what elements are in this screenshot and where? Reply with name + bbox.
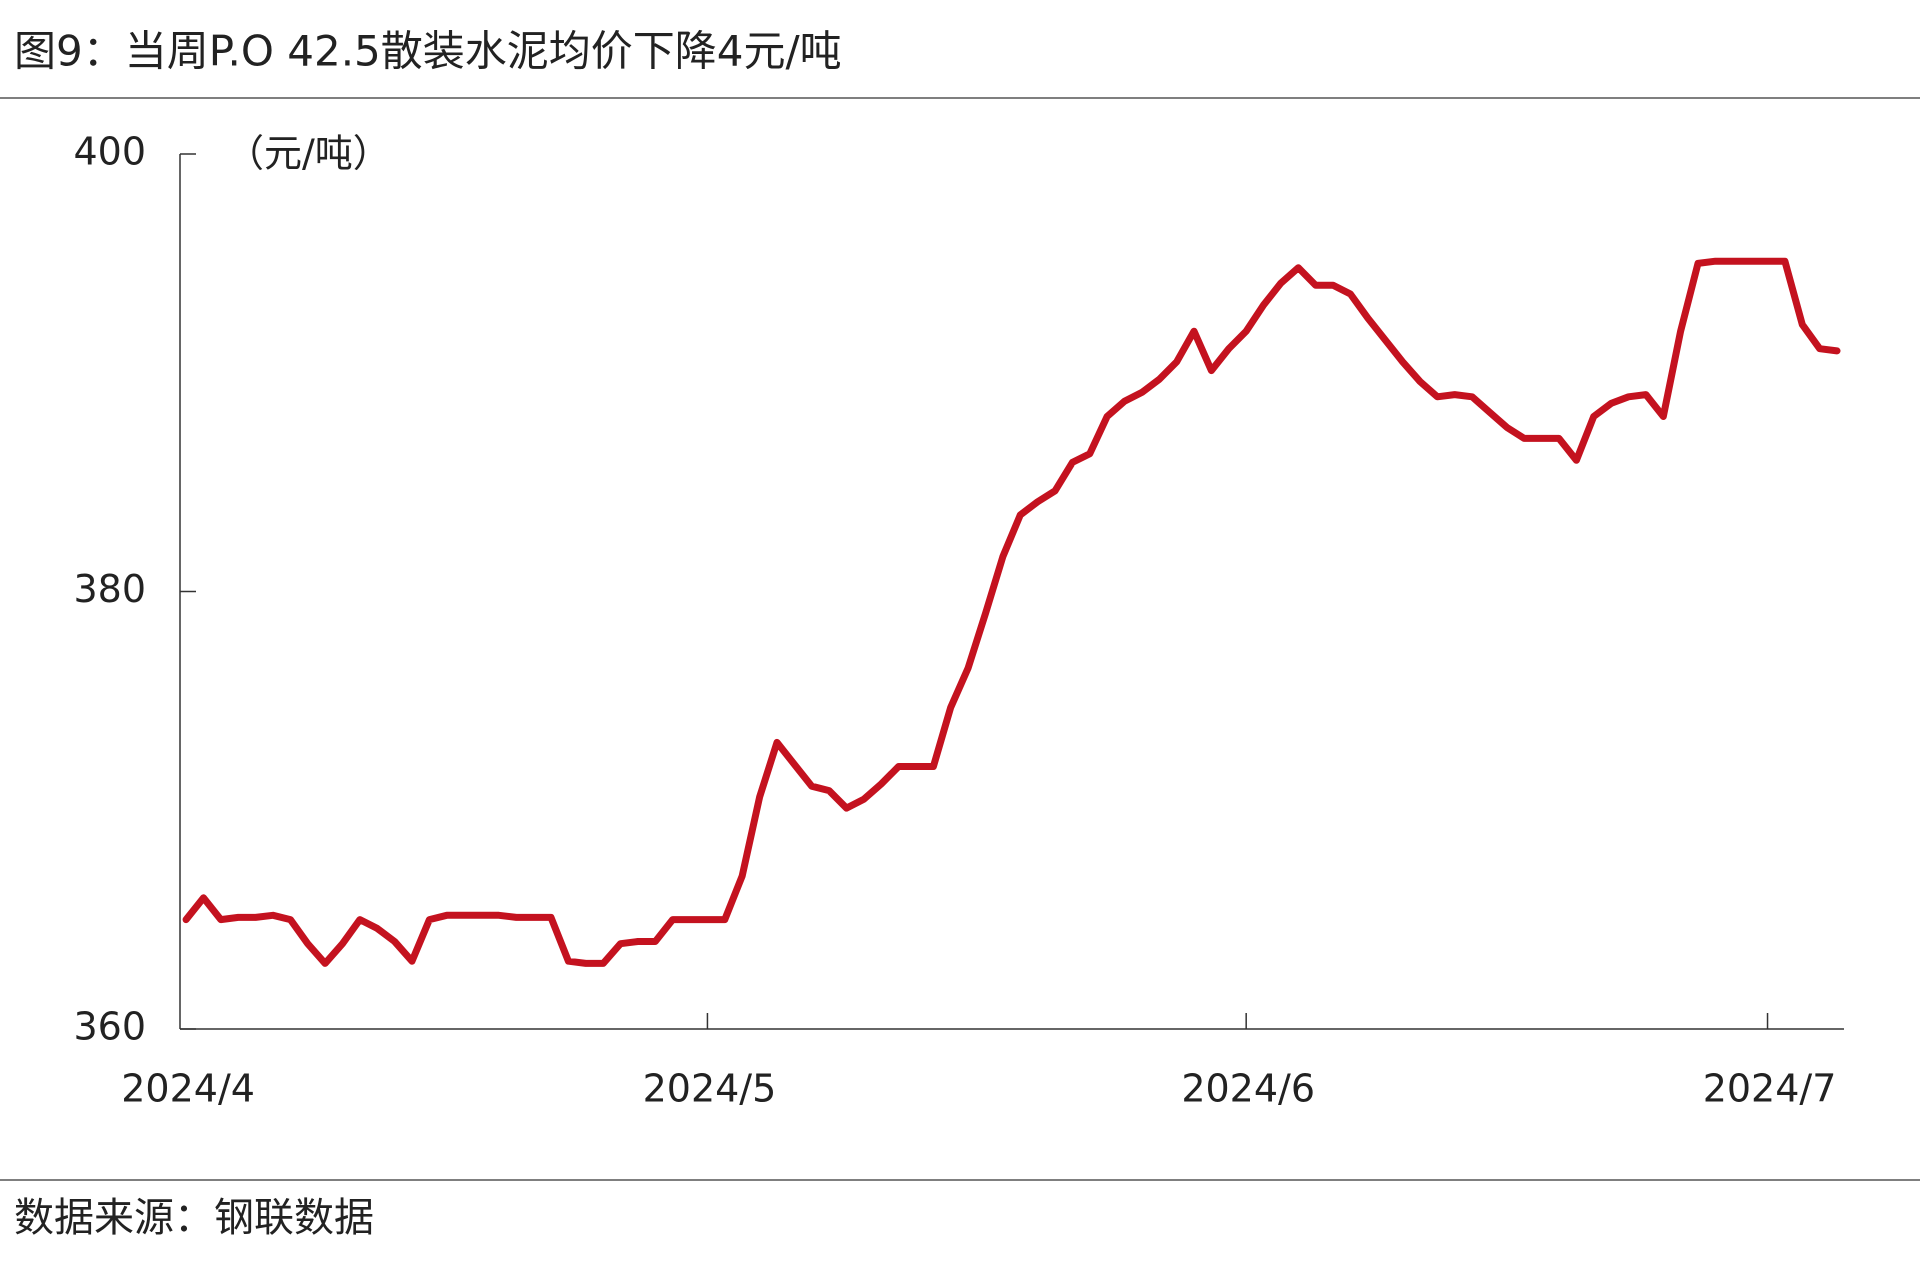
source-note: 数据来源：钢联数据 <box>14 1195 374 1241</box>
y-tick-label: 360 <box>73 1005 146 1049</box>
y-tick-label: 380 <box>73 567 146 611</box>
price-line <box>182 257 1841 967</box>
chart-title: 图9：当周P.O 42.5散装水泥均价下降4元/吨 <box>14 27 842 76</box>
x-tick-label: 2024/7 <box>1703 1067 1837 1111</box>
x-tick-label: 2024/4 <box>121 1067 255 1111</box>
y-tick-label: 400 <box>73 130 146 174</box>
x-tick-label: 2024/5 <box>643 1067 777 1111</box>
y-axis-unit: （元/吨） <box>226 132 391 176</box>
x-tick-label: 2024/6 <box>1181 1067 1315 1111</box>
